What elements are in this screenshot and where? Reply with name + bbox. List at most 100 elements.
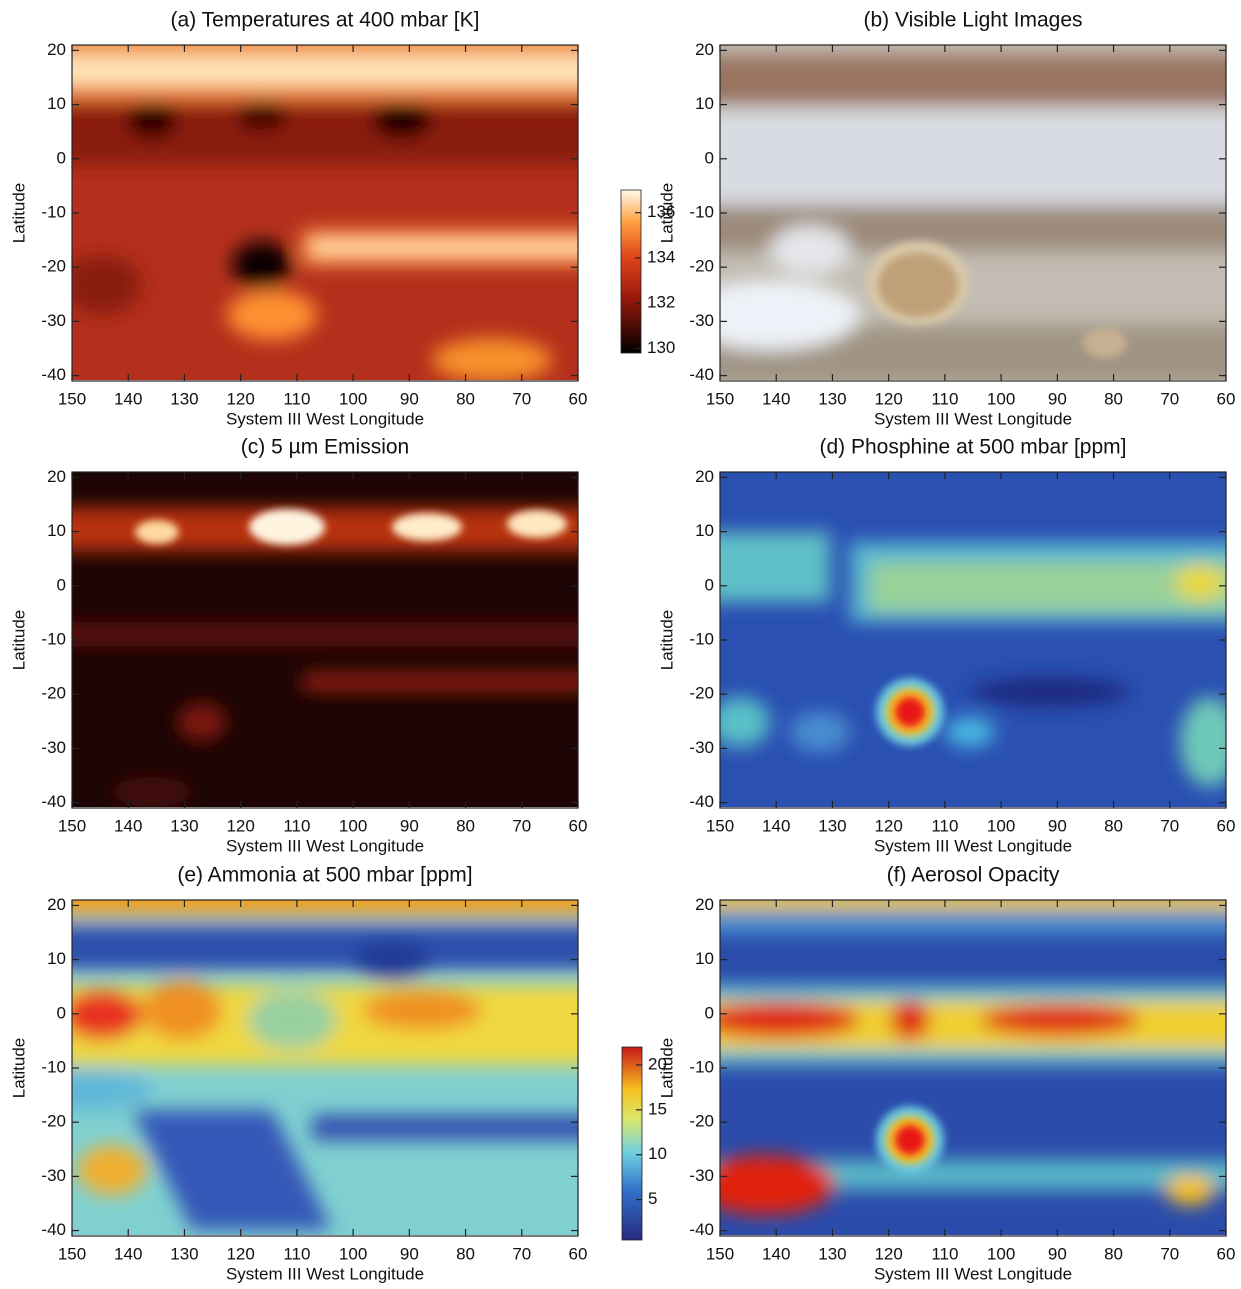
x-tick-label: 100 (987, 816, 1015, 835)
x-tick-label: 140 (762, 816, 790, 835)
x-axis-label: System III West Longitude (874, 836, 1072, 855)
x-tick-label: 80 (456, 1244, 475, 1263)
y-tick-label: 0 (705, 1003, 714, 1022)
x-tick-label: 100 (339, 816, 367, 835)
y-tick-label: -10 (689, 629, 714, 648)
y-tick-label: -30 (41, 311, 66, 330)
y-tick-label: 20 (695, 40, 714, 59)
x-tick-label: 110 (283, 1244, 310, 1263)
colorbar-tick-label: 20 (648, 1054, 667, 1073)
y-tick-label: 10 (695, 94, 714, 113)
map-image (72, 45, 578, 380)
y-tick-label: 10 (47, 949, 66, 968)
x-tick-label: 130 (170, 1244, 198, 1263)
y-tick-label: 20 (47, 895, 66, 914)
x-tick-label: 60 (569, 1244, 588, 1263)
x-tick-label: 130 (818, 816, 846, 835)
x-tick-label: 80 (1104, 816, 1123, 835)
y-tick-label: 10 (47, 94, 66, 113)
map-image (720, 472, 1226, 807)
colorbar (621, 1046, 643, 1241)
chart-title: (e) Ammonia at 500 mbar [ppm] (177, 864, 472, 887)
y-tick-label: -40 (41, 365, 66, 384)
y-tick-label: 10 (47, 521, 66, 540)
x-tick-label: 70 (1160, 389, 1179, 408)
x-axis-label: System III West Longitude (874, 1264, 1072, 1283)
x-tick-label: 130 (170, 816, 198, 835)
y-tick-label: -30 (689, 1166, 714, 1185)
y-tick-label: 20 (695, 467, 714, 486)
x-tick-label: 130 (170, 389, 198, 408)
y-tick-label: 0 (57, 148, 66, 167)
x-tick-label: 110 (931, 1244, 958, 1263)
y-tick-label: -10 (41, 629, 66, 648)
x-tick-label: 130 (818, 1244, 846, 1263)
y-axis-label: Latitude (657, 610, 676, 671)
x-tick-label: 90 (400, 389, 419, 408)
x-axis-label: System III West Longitude (226, 836, 424, 855)
x-tick-label: 120 (226, 816, 254, 835)
x-tick-label: 70 (512, 1244, 531, 1263)
y-tick-label: -30 (41, 1166, 66, 1185)
x-tick-label: 80 (1104, 1244, 1123, 1263)
y-tick-label: 0 (57, 575, 66, 594)
y-tick-label: -40 (41, 792, 66, 811)
y-axis-label: Latitude (9, 1038, 28, 1099)
y-tick-label: -10 (689, 1057, 714, 1076)
y-tick-label: -30 (41, 738, 66, 757)
y-tick-label: -10 (689, 202, 714, 221)
y-tick-label: -40 (41, 1220, 66, 1239)
x-tick-label: 90 (400, 816, 419, 835)
x-tick-label: 100 (339, 389, 367, 408)
x-tick-label: 140 (762, 1244, 790, 1263)
y-tick-label: -20 (41, 684, 66, 703)
map-image (720, 45, 1226, 380)
y-tick-label: -30 (689, 311, 714, 330)
y-tick-label: 0 (705, 575, 714, 594)
y-tick-label: 20 (695, 895, 714, 914)
x-tick-label: 150 (58, 816, 86, 835)
y-tick-label: -40 (689, 1220, 714, 1239)
y-tick-label: -30 (689, 738, 714, 757)
x-tick-label: 100 (987, 1244, 1015, 1263)
map-image (720, 900, 1226, 1235)
x-tick-label: 140 (114, 816, 142, 835)
x-axis-label: System III West Longitude (226, 1264, 424, 1283)
x-tick-label: 150 (58, 1244, 86, 1263)
x-tick-label: 110 (283, 389, 310, 408)
x-tick-label: 60 (569, 816, 588, 835)
colorbar-tick-label: 136 (647, 202, 675, 221)
y-tick-label: -20 (689, 684, 714, 703)
x-axis-label: System III West Longitude (874, 409, 1072, 428)
x-tick-label: 90 (1048, 1244, 1067, 1263)
colorbar-tick-label: 132 (647, 293, 675, 312)
y-axis-label: Latitude (9, 610, 28, 671)
x-tick-label: 60 (1217, 816, 1236, 835)
y-tick-label: 10 (695, 521, 714, 540)
x-axis-label: System III West Longitude (226, 409, 424, 428)
x-tick-label: 150 (706, 816, 734, 835)
x-tick-label: 60 (569, 389, 588, 408)
chart-title: (d) Phosphine at 500 mbar [ppm] (819, 436, 1126, 459)
y-tick-label: -20 (689, 257, 714, 276)
y-tick-label: 20 (47, 40, 66, 59)
y-tick-label: 0 (705, 148, 714, 167)
chart-title: (a) Temperatures at 400 mbar [K] (171, 9, 480, 32)
x-tick-label: 130 (818, 389, 846, 408)
x-tick-label: 90 (1048, 389, 1067, 408)
y-tick-label: 0 (57, 1003, 66, 1022)
y-tick-label: -10 (41, 202, 66, 221)
x-tick-label: 100 (987, 389, 1015, 408)
x-tick-label: 60 (1217, 1244, 1236, 1263)
x-tick-label: 140 (762, 389, 790, 408)
x-tick-label: 70 (1160, 816, 1179, 835)
x-tick-label: 150 (706, 389, 734, 408)
map-image (72, 900, 578, 1235)
x-tick-label: 120 (874, 1244, 902, 1263)
y-tick-label: 20 (47, 467, 66, 486)
x-tick-label: 120 (226, 389, 254, 408)
x-tick-label: 120 (874, 816, 902, 835)
x-tick-label: 150 (58, 389, 86, 408)
x-tick-label: 80 (456, 389, 475, 408)
